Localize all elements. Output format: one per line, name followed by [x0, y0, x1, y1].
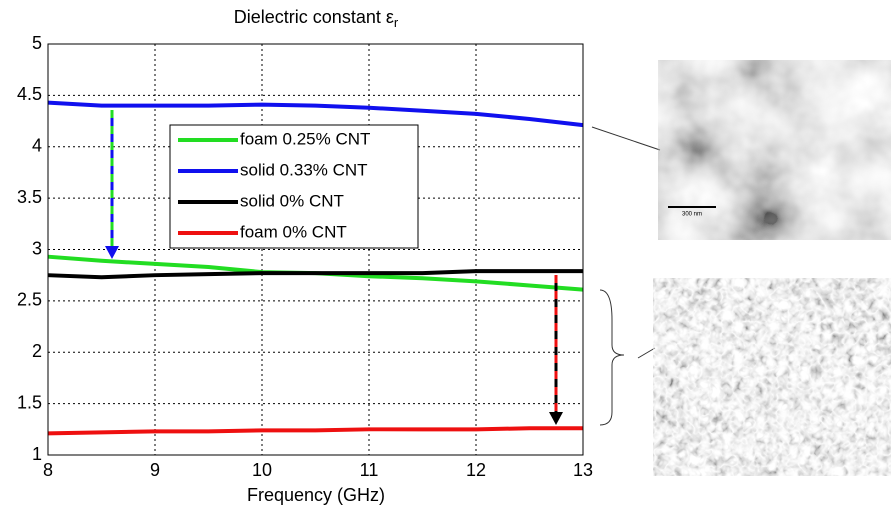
connector [637, 347, 656, 359]
series-line [47, 426, 583, 436]
sem-image-solid [658, 60, 891, 240]
y-tick-label: 1.5 [17, 392, 42, 412]
scale-label: 300 nm [682, 212, 702, 218]
sem-image-foam [653, 278, 891, 476]
y-tick-label: 3 [32, 238, 42, 258]
y-tick-label: 2.5 [17, 290, 42, 310]
legend-label: foam 0.25% CNT [240, 129, 370, 148]
y-tick-label: 1 [32, 444, 42, 464]
x-tick-label: 9 [150, 460, 160, 480]
x-tick-label: 8 [43, 460, 53, 480]
title-main: Dielectric constant ε [234, 7, 394, 27]
x-tick-label: 10 [252, 460, 272, 480]
title-subscript: r [394, 15, 399, 30]
arrow-head [549, 412, 563, 425]
arrow-head [105, 246, 119, 259]
y-tick-label: 2 [32, 341, 42, 361]
x-axis-label: Frequency (GHz) [247, 485, 385, 505]
x-tick-label: 11 [360, 460, 379, 480]
y-tick-label: 3.5 [17, 187, 42, 207]
y-tick-label: 4 [32, 136, 42, 156]
series-line [47, 269, 583, 280]
legend-label: solid 0.33% CNT [240, 160, 368, 179]
series-line [47, 100, 584, 128]
legend-box [169, 124, 419, 249]
legend-label: foam 0% CNT [240, 222, 347, 241]
brace [599, 289, 625, 426]
lines [47, 100, 584, 436]
legend-label: solid 0% CNT [240, 191, 344, 210]
legend: foam 0.25% CNT solid 0.33% CNT solid 0% CN… [169, 124, 419, 249]
connector [591, 126, 661, 151]
plot-frame [47, 43, 584, 456]
x-tick-label: 13 [573, 460, 593, 480]
y-tick-label: 4.5 [17, 84, 42, 104]
x-tick-label: 12 [466, 460, 486, 480]
y-tick-label: 5 [32, 33, 42, 53]
chart-title: Dielectric constant εr [234, 7, 399, 31]
